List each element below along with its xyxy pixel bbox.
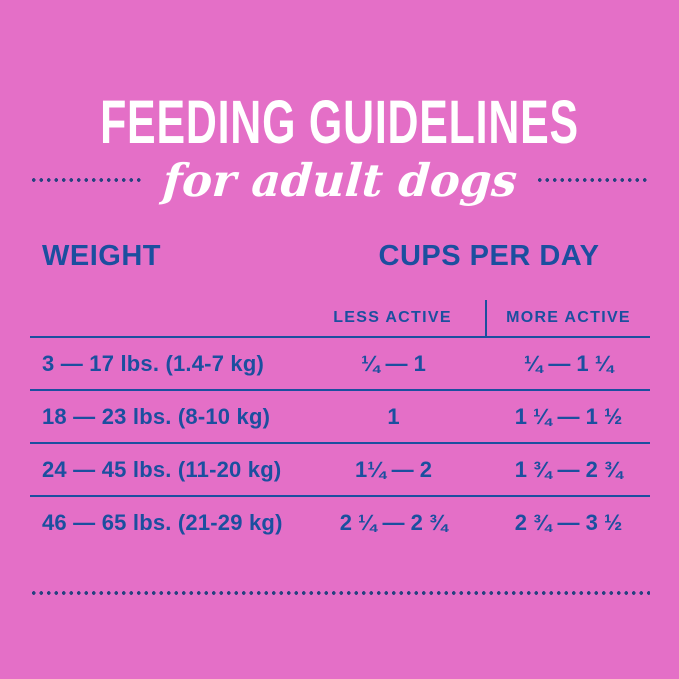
dotted-divider-bottom <box>30 590 650 596</box>
weight-cell: 18 — 23 lbs. (8-10 kg) <box>42 403 271 429</box>
less-active-cell: 2 ¼ — 2 ¾ <box>339 509 448 535</box>
more-active-cell: 1 ¼ — 1 ½ <box>514 403 623 429</box>
table-row: 18 — 23 lbs. (8-10 kg) 1 1 ¼ — 1 ½ <box>30 389 650 442</box>
more-active-label: MORE ACTIVE <box>506 309 631 326</box>
less-active-cell: ¼ — 1 <box>361 350 426 376</box>
weight-cell: 46 — 65 lbs. (21-29 kg) <box>42 509 283 535</box>
feeding-table: LESS ACTIVE MORE ACTIVE 3 — 17 lbs. (1.4… <box>30 300 650 548</box>
table-row: 3 — 17 lbs. (1.4-7 kg) ¼ — 1 ¼ — 1 ¼ <box>30 336 650 389</box>
more-active-cell: ¼ — 1 ¼ <box>523 350 614 376</box>
more-active-cell: 2 ¾ — 3 ½ <box>514 509 623 535</box>
less-active-cell: 1 <box>387 403 400 429</box>
table-row: 46 — 65 lbs. (21-29 kg) 2 ¼ — 2 ¾ 2 ¾ — … <box>30 495 650 548</box>
weight-cell: 24 — 45 lbs. (11-20 kg) <box>42 456 282 482</box>
less-active-cell: 1¼ — 2 <box>354 456 433 482</box>
subtitle-row: for adult dogs <box>30 146 650 214</box>
column-headers: WEIGHT CUPS PER DAY <box>0 240 679 282</box>
weight-cell: 3 — 17 lbs. (1.4-7 kg) <box>42 350 265 376</box>
table-row: 24 — 45 lbs. (11-20 kg) 1¼ — 2 1 ¾ — 2 ¾ <box>30 442 650 495</box>
subtitle: for adult dogs <box>160 153 519 207</box>
page-title: FEEDING GUIDELINES <box>100 87 579 157</box>
less-active-label: LESS ACTIVE <box>333 309 452 326</box>
more-active-cell: 1 ¾ — 2 ¾ <box>514 456 623 482</box>
dotted-divider-left <box>30 177 143 183</box>
weight-header: WEIGHT <box>42 240 161 272</box>
table-subheader-row: LESS ACTIVE MORE ACTIVE <box>30 300 650 336</box>
cups-per-day-header: CUPS PER DAY <box>378 240 600 272</box>
less-active-column-header-cell: LESS ACTIVE <box>300 300 487 336</box>
dotted-divider-right <box>536 177 650 183</box>
